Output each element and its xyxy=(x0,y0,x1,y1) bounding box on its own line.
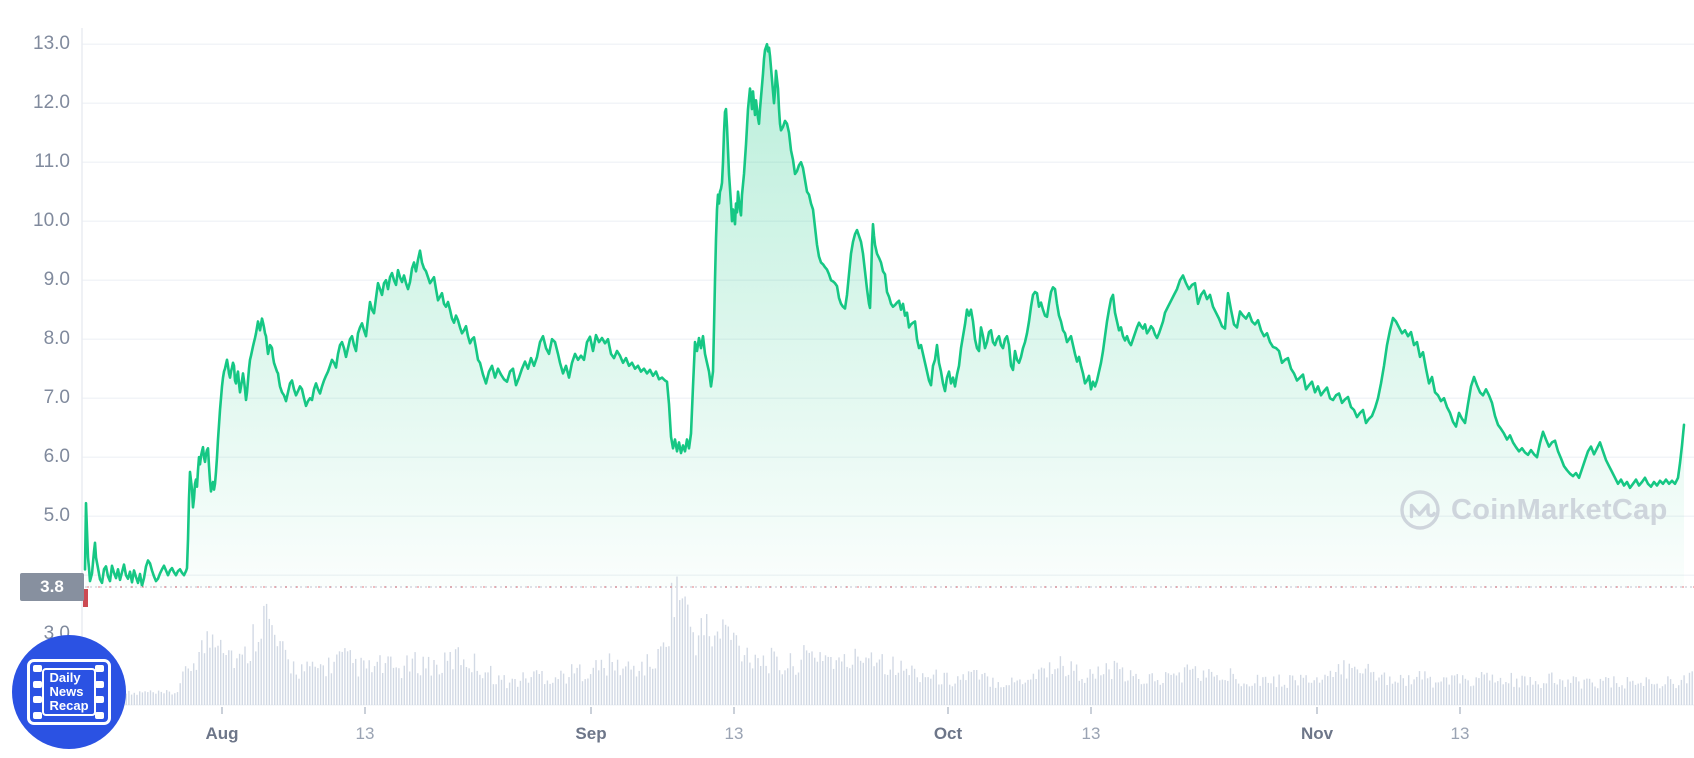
y-axis-label: 6.0 xyxy=(43,446,70,468)
x-axis-label-day: 13 xyxy=(355,724,375,743)
x-axis-label-month: Aug xyxy=(205,724,239,743)
watermark: CoinMarketCap xyxy=(1398,488,1668,532)
x-axis-label-day: 13 xyxy=(1081,724,1101,743)
film-sprockets-left xyxy=(33,665,43,719)
film-strip-icon: Daily News Recap xyxy=(27,659,111,725)
watermark-text: CoinMarketCap xyxy=(1451,493,1668,526)
film-sprockets-right xyxy=(95,665,105,719)
y-axis-label: 5.0 xyxy=(43,505,70,527)
x-axis-label-month: Sep xyxy=(575,724,607,743)
low-price-badge: 3.8 xyxy=(20,573,84,601)
y-axis-label: 13.0 xyxy=(33,33,70,55)
news-badge-line-3: Recap xyxy=(49,698,89,713)
volume-bars xyxy=(85,576,1693,705)
daily-news-recap-badge[interactable]: Daily News Recap xyxy=(12,635,126,749)
y-axis-label: 10.0 xyxy=(33,210,70,232)
x-axis-label-month: Nov xyxy=(1300,724,1334,743)
news-badge-line-1: Daily xyxy=(49,670,81,685)
x-axis-label-day: 13 xyxy=(724,724,744,743)
y-axis-label: 8.0 xyxy=(43,328,70,350)
y-axis-label: 11.0 xyxy=(34,151,70,173)
x-axis-label-day: 13 xyxy=(1450,724,1470,743)
price-line xyxy=(83,42,1686,588)
chart-marks xyxy=(83,589,1461,714)
y-axis-label: 7.0 xyxy=(43,387,70,409)
news-badge-line-2: News xyxy=(49,684,84,699)
price-area-fill xyxy=(85,44,1684,587)
y-axis-label: 9.0 xyxy=(43,269,70,291)
coinmarketcap-logo-icon xyxy=(1400,490,1440,530)
y-axis-label: 12.0 xyxy=(33,92,70,114)
news-badge-text: Daily News Recap xyxy=(42,668,96,716)
x-axis-label-month: Oct xyxy=(933,724,963,743)
